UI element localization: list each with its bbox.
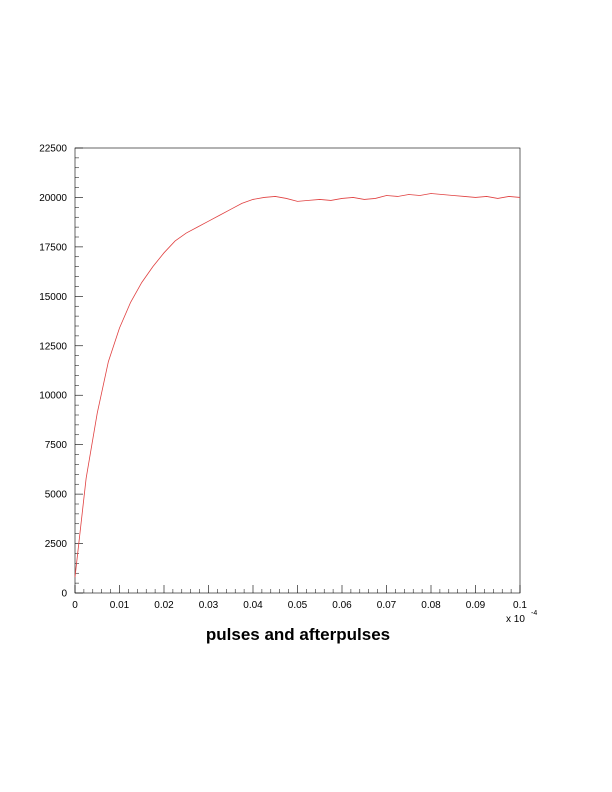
y-tick-label: 17500 [39,242,67,253]
x-tick-label: 0.05 [288,600,308,611]
x-exponent-label: x 10 [506,614,525,625]
x-exponent-power: -4 [531,610,537,617]
x-tick-label: 0.07 [377,600,397,611]
chart-title: pulses and afterpulses [206,625,390,644]
y-tick-label: 12500 [39,341,67,352]
x-tick-label: 0.1 [513,600,527,611]
x-tick-label: 0.01 [110,600,130,611]
y-tick-label: 22500 [39,144,67,155]
series-line [74,193,521,578]
x-tick-label: 0 [72,600,78,611]
x-tick-label: 0.03 [199,600,219,611]
y-tick-label: 0 [61,589,67,600]
x-axis: 0 0.01 0.02 0.03 0.04 0.05 0.06 0.07 0.08 0.09 0.1 [72,585,527,611]
y-axis: 0 2500 5000 7500 10000 12500 15000 17500 20000 22… [39,144,83,600]
y-tick-label: 7500 [45,440,68,451]
y-tick-label: 20000 [39,193,67,204]
series-group [74,193,521,578]
y-tick-label: 15000 [39,292,67,303]
x-tick-label: 0.06 [332,600,352,611]
x-tick-label: 0.04 [243,600,263,611]
y-tick-label: 10000 [39,391,67,402]
y-tick-label: 2500 [45,539,68,550]
x-tick-label: 0.09 [466,600,486,611]
y-tick-label: 5000 [45,490,68,501]
x-tick-label: 0.08 [421,600,441,611]
plot-frame [74,147,521,594]
x-tick-label: 0.02 [154,600,174,611]
